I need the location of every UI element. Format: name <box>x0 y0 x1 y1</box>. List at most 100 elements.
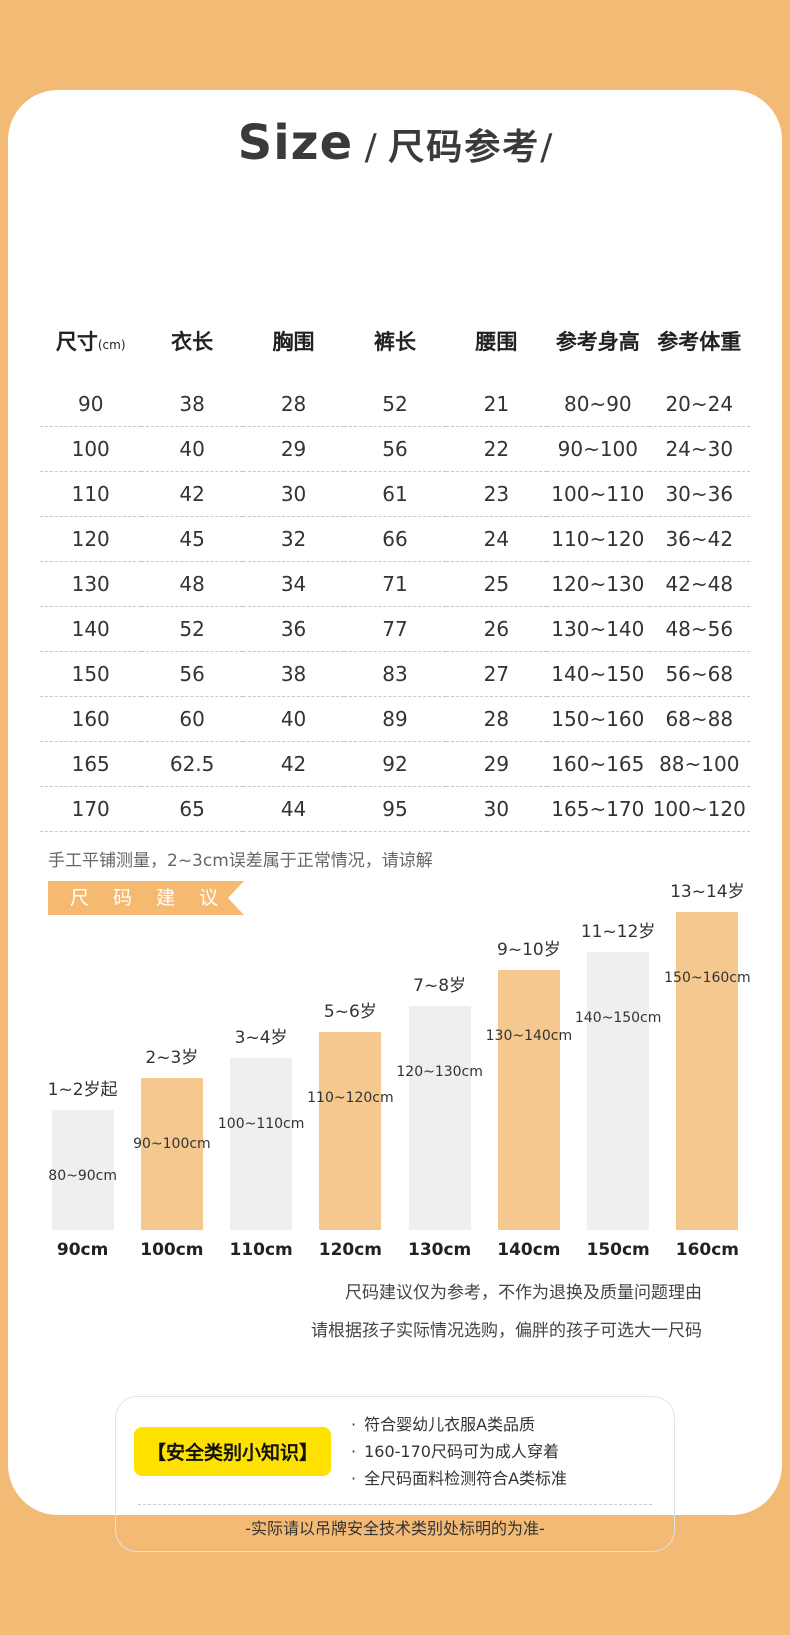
chart-bar: 90~100cm <box>133 1078 211 1230</box>
safety-bullet-item: · 符合婴幼儿衣服A类品质 <box>351 1411 567 1438</box>
size-table-cell: 27 <box>445 651 548 697</box>
size-table-cell: 95 <box>344 786 446 832</box>
size-table-row: 90 38 28 52 21 80~90 20~24 <box>40 382 750 427</box>
chart-bar-group: 11~12岁 140~150cm <box>574 917 663 1230</box>
chart-age-label: 5~6岁 <box>323 1002 377 1022</box>
size-table-header: 衣长 <box>171 330 214 354</box>
safety-bullet-item: · 160-170尺码可为成人穿着 <box>351 1438 567 1465</box>
size-table-cell: 140 <box>40 606 142 652</box>
chart-bar: 150~160cm <box>664 912 751 1230</box>
size-table-cell: 42~48 <box>648 561 750 607</box>
size-table-row: 170 65 44 95 30 165~170 100~120 <box>40 786 750 832</box>
chart-bar-group: 7~8岁 120~130cm <box>395 971 484 1230</box>
size-header-unit: (cm) <box>97 338 126 352</box>
chart-size-label: 140cm <box>497 1240 561 1260</box>
size-table-cell: 42 <box>141 471 243 517</box>
size-table-cell: 88~100 <box>648 741 750 787</box>
safety-bullet-item: · 全尺码面料检测符合A类标准 <box>351 1465 567 1492</box>
size-table-cell: 160 <box>40 696 142 742</box>
chart-bar-group: 3~4岁 100~110cm <box>217 1023 306 1230</box>
size-table-cell: 40 <box>141 426 243 472</box>
chart-bar: 120~130cm <box>396 1006 483 1230</box>
size-table-cell: 90~100 <box>547 426 649 472</box>
chart-age-label: 2~3岁 <box>145 1048 199 1068</box>
size-table-cell: 28 <box>445 696 548 742</box>
size-table-cell: 22 <box>445 426 548 472</box>
chart-bar: 130~140cm <box>486 970 572 1230</box>
safety-footnote: -实际请以吊牌安全技术类别处标明的为准- <box>245 1519 545 1538</box>
size-table-head: 尺寸(cm) 衣长 胸围 裤长 腰围 参考身高 参考体重 <box>40 326 750 382</box>
size-table-cell: 34 <box>242 561 345 607</box>
size-table-cell: 120 <box>40 516 142 562</box>
dashed-divider <box>138 1504 652 1505</box>
size-table-cell: 110 <box>40 471 142 517</box>
safety-box-top: 【安全类别小知识】 · 符合婴幼儿衣服A类品质 · 160-170尺码可为成人穿着 · 全… <box>134 1411 656 1492</box>
size-table-cell: 36 <box>242 606 345 652</box>
size-table-cell: 21 <box>445 382 548 427</box>
size-table-cell: 160~165 <box>547 741 649 787</box>
size-table-cell: 38 <box>141 382 243 427</box>
chart-disclaimer: 尺码建议仅为参考，不作为退换及质量问题理由 请根据孩子实际情况选购，偏胖的孩子可… <box>8 1278 782 1341</box>
size-table-cell: 66 <box>344 516 446 562</box>
size-table-cell: 60 <box>141 696 243 742</box>
size-table-header: 尺寸(cm) <box>55 330 126 354</box>
chart-disclaimer-line-1: 尺码建议仅为参考，不作为退换及质量问题理由 <box>345 1283 702 1303</box>
size-table-cell: 165~170 <box>547 786 649 832</box>
chart-size-label: 110cm <box>229 1240 293 1260</box>
chart-height-range-label: 130~140cm <box>485 1028 573 1044</box>
size-table-cell: 140~150 <box>547 651 649 697</box>
bullet-dot: · <box>351 1415 357 1434</box>
size-table-cell: 100~110 <box>547 471 649 517</box>
chart-height-range-label: 80~90cm <box>48 1168 117 1184</box>
size-table-cell: 28 <box>242 382 345 427</box>
size-table-cell: 120~130 <box>547 561 649 607</box>
size-table-cell: 90 <box>40 382 142 427</box>
size-table-cell: 56 <box>344 426 446 472</box>
size-table-cell: 48~56 <box>648 606 750 652</box>
size-reference-card: Size / 尺码参考/ 尺寸(cm) 衣长 胸围 裤长 腰围 参考身高 参考体重 90 38… <box>8 90 782 1552</box>
size-table-cell: 29 <box>242 426 345 472</box>
size-table-cell: 26 <box>445 606 548 652</box>
size-table-cell: 20~24 <box>648 382 750 427</box>
chart-bar: 140~150cm <box>575 952 661 1230</box>
size-table-cell: 62.5 <box>141 741 243 787</box>
chart-height-range-label: 150~160cm <box>664 970 751 986</box>
chart-size-label: 90cm <box>56 1240 109 1260</box>
size-table-cell: 150 <box>40 651 142 697</box>
size-table-cell: 30~36 <box>648 471 750 517</box>
size-table-cell: 65 <box>141 786 243 832</box>
title-suffix-slash: / <box>540 127 553 168</box>
size-table-row: 130 48 34 71 25 120~130 42~48 <box>40 561 750 607</box>
chart-age-label: 7~8岁 <box>413 976 467 996</box>
size-table-cell: 52 <box>141 606 243 652</box>
size-table-header-row: 尺寸(cm) 衣长 胸围 裤长 腰围 参考身高 参考体重 <box>40 326 750 382</box>
chart-height-range-label: 140~150cm <box>574 1010 662 1026</box>
chart-size-label: 160cm <box>675 1240 740 1260</box>
size-table-cell: 44 <box>242 786 345 832</box>
chart-bar-group: 2~3岁 90~100cm <box>127 1043 216 1230</box>
size-table-cell: 150~160 <box>547 696 649 742</box>
chart-height-range-label: 120~130cm <box>396 1064 483 1080</box>
title-size-en: Size <box>237 115 354 171</box>
size-table-cell: 165 <box>40 741 142 787</box>
size-table-cell: 36~42 <box>648 516 750 562</box>
chart-disclaimer-line-2: 请根据孩子实际情况选购，偏胖的孩子可选大一尺码 <box>311 1321 702 1341</box>
chart-size-label: 150cm <box>586 1240 650 1260</box>
chart-age-label: 9~10岁 <box>497 940 561 960</box>
size-table-row: 165 62.5 42 92 29 160~165 88~100 <box>40 741 750 787</box>
page-title: Size / 尺码参考/ <box>8 90 782 171</box>
size-table-cell: 52 <box>344 382 446 427</box>
size-table: 尺寸(cm) 衣长 胸围 裤长 腰围 参考身高 参考体重 90 38 28 52 21 80~90 20… <box>40 326 750 832</box>
size-table-cell: 23 <box>445 471 548 517</box>
size-table-cell: 29 <box>445 741 548 787</box>
size-table-cell: 24~30 <box>648 426 750 472</box>
chart-age-label: 13~14岁 <box>670 882 745 902</box>
size-table-row: 160 60 40 89 28 150~160 68~88 <box>40 696 750 742</box>
size-table-cell: 25 <box>445 561 548 607</box>
chart-age-label: 3~4岁 <box>234 1028 288 1048</box>
size-table-header: 参考体重 <box>657 330 742 354</box>
size-table-cell: 45 <box>141 516 243 562</box>
chart-size-label: 120cm <box>318 1240 383 1260</box>
safety-bullet-list: · 符合婴幼儿衣服A类品质 · 160-170尺码可为成人穿着 · 全尺码面料检测符合A类… <box>351 1411 567 1492</box>
size-table-cell: 71 <box>344 561 446 607</box>
